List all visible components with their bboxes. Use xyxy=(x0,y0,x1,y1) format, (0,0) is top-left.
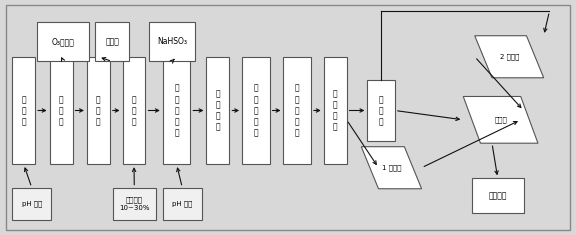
Bar xyxy=(242,57,270,164)
Text: 还
原
池: 还 原 池 xyxy=(96,95,101,126)
Bar xyxy=(367,80,395,141)
Text: 氧
化
池: 氧 化 池 xyxy=(59,95,63,126)
Bar xyxy=(206,57,229,164)
Bar xyxy=(95,22,130,61)
Text: 1 段纳滤: 1 段纳滤 xyxy=(382,164,401,171)
Bar xyxy=(149,22,195,61)
Polygon shape xyxy=(361,147,422,189)
Polygon shape xyxy=(475,36,544,78)
Text: 低
压
水
泵: 低 压 水 泵 xyxy=(215,89,220,132)
Bar xyxy=(163,188,202,220)
Bar xyxy=(163,57,190,164)
Text: 介
质
过
滤
器: 介 质 过 滤 器 xyxy=(253,84,258,137)
Text: 高
压
水
泵: 高 压 水 泵 xyxy=(333,89,338,132)
Bar xyxy=(283,57,311,164)
Bar xyxy=(324,57,347,164)
Bar xyxy=(87,57,110,164)
Bar xyxy=(472,178,524,213)
Bar xyxy=(12,57,35,164)
Bar xyxy=(37,22,89,61)
Text: 沉
淀
器: 沉 淀 器 xyxy=(132,95,137,126)
Text: O₃发生器: O₃发生器 xyxy=(52,37,75,46)
Text: NaHSO₃: NaHSO₃ xyxy=(157,37,187,46)
Text: 增
压
泵: 增 压 泵 xyxy=(379,95,384,126)
Text: 达标排放
10~30%: 达标排放 10~30% xyxy=(119,197,150,211)
Text: 回用水筱: 回用水筱 xyxy=(488,191,507,200)
Polygon shape xyxy=(463,97,538,143)
Text: 精
密
过
滤
器: 精 密 过 滤 器 xyxy=(295,84,300,137)
Text: 2 段纳滤: 2 段纳滤 xyxy=(499,53,519,60)
Bar xyxy=(12,188,51,220)
Text: 还原剂: 还原剂 xyxy=(105,37,119,46)
Bar xyxy=(50,57,73,164)
Bar xyxy=(113,188,156,220)
Text: 废
水
池: 废 水 池 xyxy=(21,95,26,126)
Text: 反渗透: 反渗透 xyxy=(494,117,507,123)
Bar xyxy=(123,57,146,164)
Text: pH 调节: pH 调节 xyxy=(21,201,42,207)
Text: 中
间
废
水
池: 中 间 废 水 池 xyxy=(174,84,179,137)
Text: pH 调节: pH 调节 xyxy=(172,201,192,207)
